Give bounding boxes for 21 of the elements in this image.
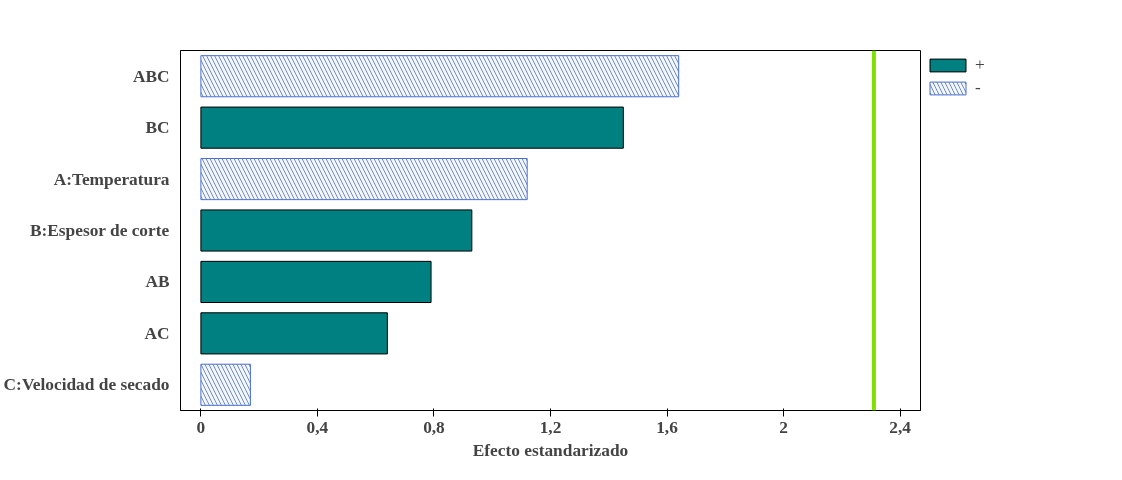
- bar: [200, 106, 624, 149]
- y-tick-label: AC: [144, 323, 170, 343]
- y-tick-label: AB: [145, 272, 170, 292]
- y-tick-label: A:Temperatura: [53, 169, 170, 189]
- legend-label: -: [975, 78, 982, 98]
- x-tick-label: 2,4: [889, 417, 912, 437]
- x-tick-label: 0,8: [423, 417, 446, 437]
- bar: [200, 260, 432, 303]
- x-axis-title: Efecto estandarizado: [472, 440, 629, 460]
- x-tick-label: 1,2: [539, 417, 562, 437]
- x-tick-label: 1,6: [656, 417, 679, 437]
- bar: [200, 312, 388, 355]
- y-tick-label: B:Espesor de corte: [29, 221, 170, 240]
- y-tick-label: BC: [145, 118, 170, 138]
- y-tick-label: C:Velocidad de secado: [3, 375, 170, 395]
- bar: [200, 209, 473, 252]
- legend-label: +: [975, 55, 986, 75]
- x-tick-label: 0,4: [306, 417, 329, 437]
- x-tick-label: 2: [779, 417, 788, 437]
- x-tick-label: 0: [196, 417, 206, 437]
- y-tick-label: ABC: [132, 66, 170, 86]
